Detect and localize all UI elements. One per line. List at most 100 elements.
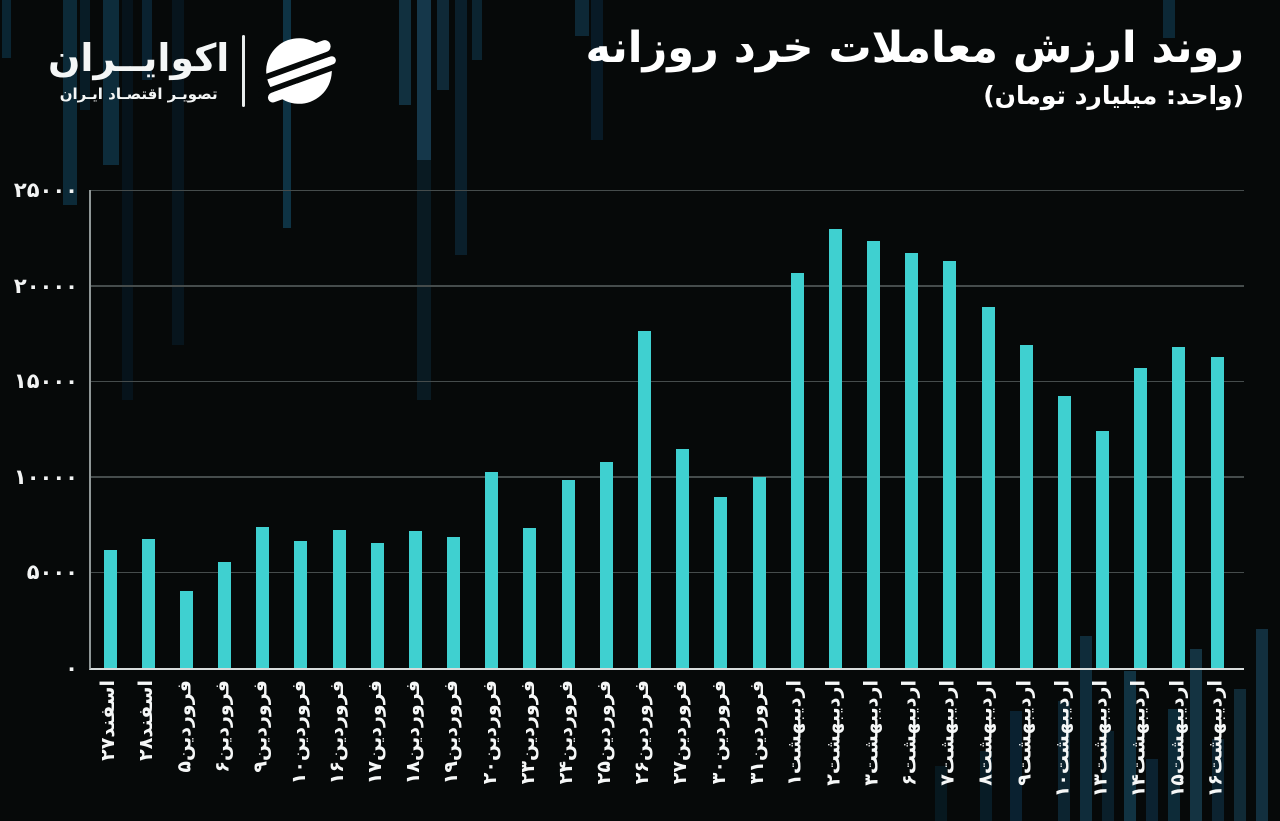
- x-tick-label: اسفند۲۸: [135, 680, 158, 761]
- background-stripe: [472, 0, 482, 60]
- gridlines: [91, 189, 1244, 668]
- bar-slot: [1122, 190, 1160, 668]
- background-stripe: [417, 0, 431, 160]
- x-tick-slot: اردیبهشت۱۶: [1196, 680, 1234, 820]
- x-tick-label: اردیبهشت۱۳: [1089, 680, 1112, 798]
- x-axis-labels: اسفند۲۷ اسفند۲۸ فروردین۵ فروردین۶ فروردین۹ فر…: [89, 680, 1242, 820]
- bar-1: [103, 550, 117, 668]
- bar-slot: [1198, 190, 1236, 668]
- x-tick-label: اردیبهشت۱۶: [1204, 680, 1227, 798]
- x-tick-slot: فروردین۳۰: [700, 680, 738, 820]
- x-tick-label: فروردین۳۱: [746, 680, 769, 785]
- x-tick-slot: فروردین۹: [242, 680, 280, 820]
- bar-30: [1210, 357, 1224, 668]
- bar-29: [1172, 346, 1186, 668]
- bar-slot: [778, 190, 816, 668]
- x-tick-label: فروردین۲۶: [631, 680, 654, 785]
- y-axis-labels: ۰ ۵۰۰۰ ۱۰۰۰۰ ۱۵۰۰۰ ۲۰۰۰۰ ۲۵۰۰۰: [0, 0, 80, 821]
- x-tick-label: فروردین۵: [173, 680, 196, 773]
- x-tick-slot: فروردین۶: [204, 680, 242, 820]
- bar-slot: [1083, 190, 1121, 668]
- bar-slot: [435, 190, 473, 668]
- gridline: [91, 571, 1244, 574]
- x-tick-label: فروردین۱۶: [326, 680, 349, 785]
- bar-slot: [320, 190, 358, 668]
- x-tick-slot: فروردین۱۹: [433, 680, 471, 820]
- bar-slot: [91, 190, 129, 668]
- x-tick-label: اردیبهشت۱: [784, 680, 807, 786]
- bar-slot: [893, 190, 931, 668]
- x-tick-slot: اردیبهشت۳: [852, 680, 890, 820]
- logo-brand-name: اکوایــران: [48, 35, 230, 80]
- x-tick-slot: اردیبهشت۱۴: [1120, 680, 1158, 820]
- gridline: [91, 380, 1244, 383]
- bar-8: [370, 542, 384, 668]
- bar-24: [981, 306, 995, 668]
- x-tick-slot: اردیبهشت۶: [891, 680, 929, 820]
- y-tick-label: ۱۰۰۰۰: [13, 464, 78, 489]
- bar-slot: [931, 190, 969, 668]
- bar-21: [867, 240, 881, 668]
- x-tick-label: فروردین۱۹: [440, 680, 463, 785]
- bar-16: [676, 449, 690, 668]
- y-tick-label: ۵۰۰۰: [26, 560, 78, 585]
- bar-slot: [625, 190, 663, 668]
- bars: [91, 190, 1244, 668]
- x-tick-slot: اسفند۲۸: [127, 680, 165, 820]
- bar-slot: [129, 190, 167, 668]
- x-tick-label: فروردین۲۴: [555, 680, 578, 785]
- x-tick-label: فروردین۳۰: [707, 680, 730, 785]
- x-tick-slot: اردیبهشت۱۳: [1081, 680, 1119, 820]
- x-tick-slot: فروردین۲۶: [623, 680, 661, 820]
- bar-slot: [549, 190, 587, 668]
- bar-slot: [587, 190, 625, 668]
- background-stripe: [437, 0, 449, 90]
- background-stripe: [1256, 629, 1268, 821]
- title-block: روند ارزش معاملات خرد روزانه (واحد: میلی…: [585, 23, 1244, 111]
- bar-20: [828, 229, 842, 668]
- logo-text: اکوایــران تصویـر اقتصـاد ایـران: [48, 35, 230, 104]
- bar-slot: [1045, 190, 1083, 668]
- bar-slot: [740, 190, 778, 668]
- bar-slot: [511, 190, 549, 668]
- bar-13: [561, 479, 575, 668]
- bar-12: [523, 528, 537, 668]
- x-tick-slot: اردیبهشت۱: [776, 680, 814, 820]
- bar-slot: [282, 190, 320, 668]
- bar-slot: [396, 190, 434, 668]
- x-tick-slot: فروردین۲۳: [509, 680, 547, 820]
- bar-slot: [244, 190, 282, 668]
- x-tick-label: فروردین۶: [211, 680, 234, 773]
- bar-slot: [473, 190, 511, 668]
- ecoiran-logo: اکوایــران تصویـر اقتصـاد ایـران: [48, 26, 354, 116]
- bar-17: [714, 496, 728, 668]
- chart-subtitle: (واحد: میلیارد تومان): [983, 81, 1244, 111]
- bar-slot: [664, 190, 702, 668]
- y-tick-label: ۲۵۰۰۰: [13, 178, 78, 202]
- x-tick-slot: اردیبهشت۷: [929, 680, 967, 820]
- x-tick-label: اسفند۲۷: [97, 680, 120, 761]
- x-tick-slot: اردیبهشت۸: [967, 680, 1005, 820]
- logo-separator: [242, 35, 246, 107]
- bar-5: [256, 527, 270, 668]
- y-tick-label: ۲۰۰۰۰: [13, 273, 78, 298]
- bar-15: [637, 330, 651, 668]
- x-tick-slot: فروردین۱۰: [280, 680, 318, 820]
- gridline: [91, 476, 1244, 478]
- x-tick-slot: فروردین۱۸: [394, 680, 432, 820]
- x-tick-label: اردیبهشت۶: [898, 680, 921, 786]
- bar-9: [408, 531, 422, 668]
- x-tick-label: اردیبهشت۱۵: [1165, 680, 1188, 798]
- y-tick-label: ۰: [65, 656, 78, 680]
- x-tick-label: اردیبهشت۷: [936, 680, 959, 786]
- chart-title: روند ارزش معاملات خرد روزانه: [585, 23, 1244, 73]
- bar-23: [943, 260, 957, 668]
- x-tick-slot: فروردین۲۰: [471, 680, 509, 820]
- bar-22: [905, 253, 919, 668]
- x-tick-slot: فروردین۲۷: [662, 680, 700, 820]
- x-tick-slot: اردیبهشت۱۵: [1158, 680, 1196, 820]
- bar-26: [1057, 395, 1071, 668]
- x-tick-label: فروردین۹: [249, 680, 272, 773]
- x-tick-slot: فروردین۵: [165, 680, 203, 820]
